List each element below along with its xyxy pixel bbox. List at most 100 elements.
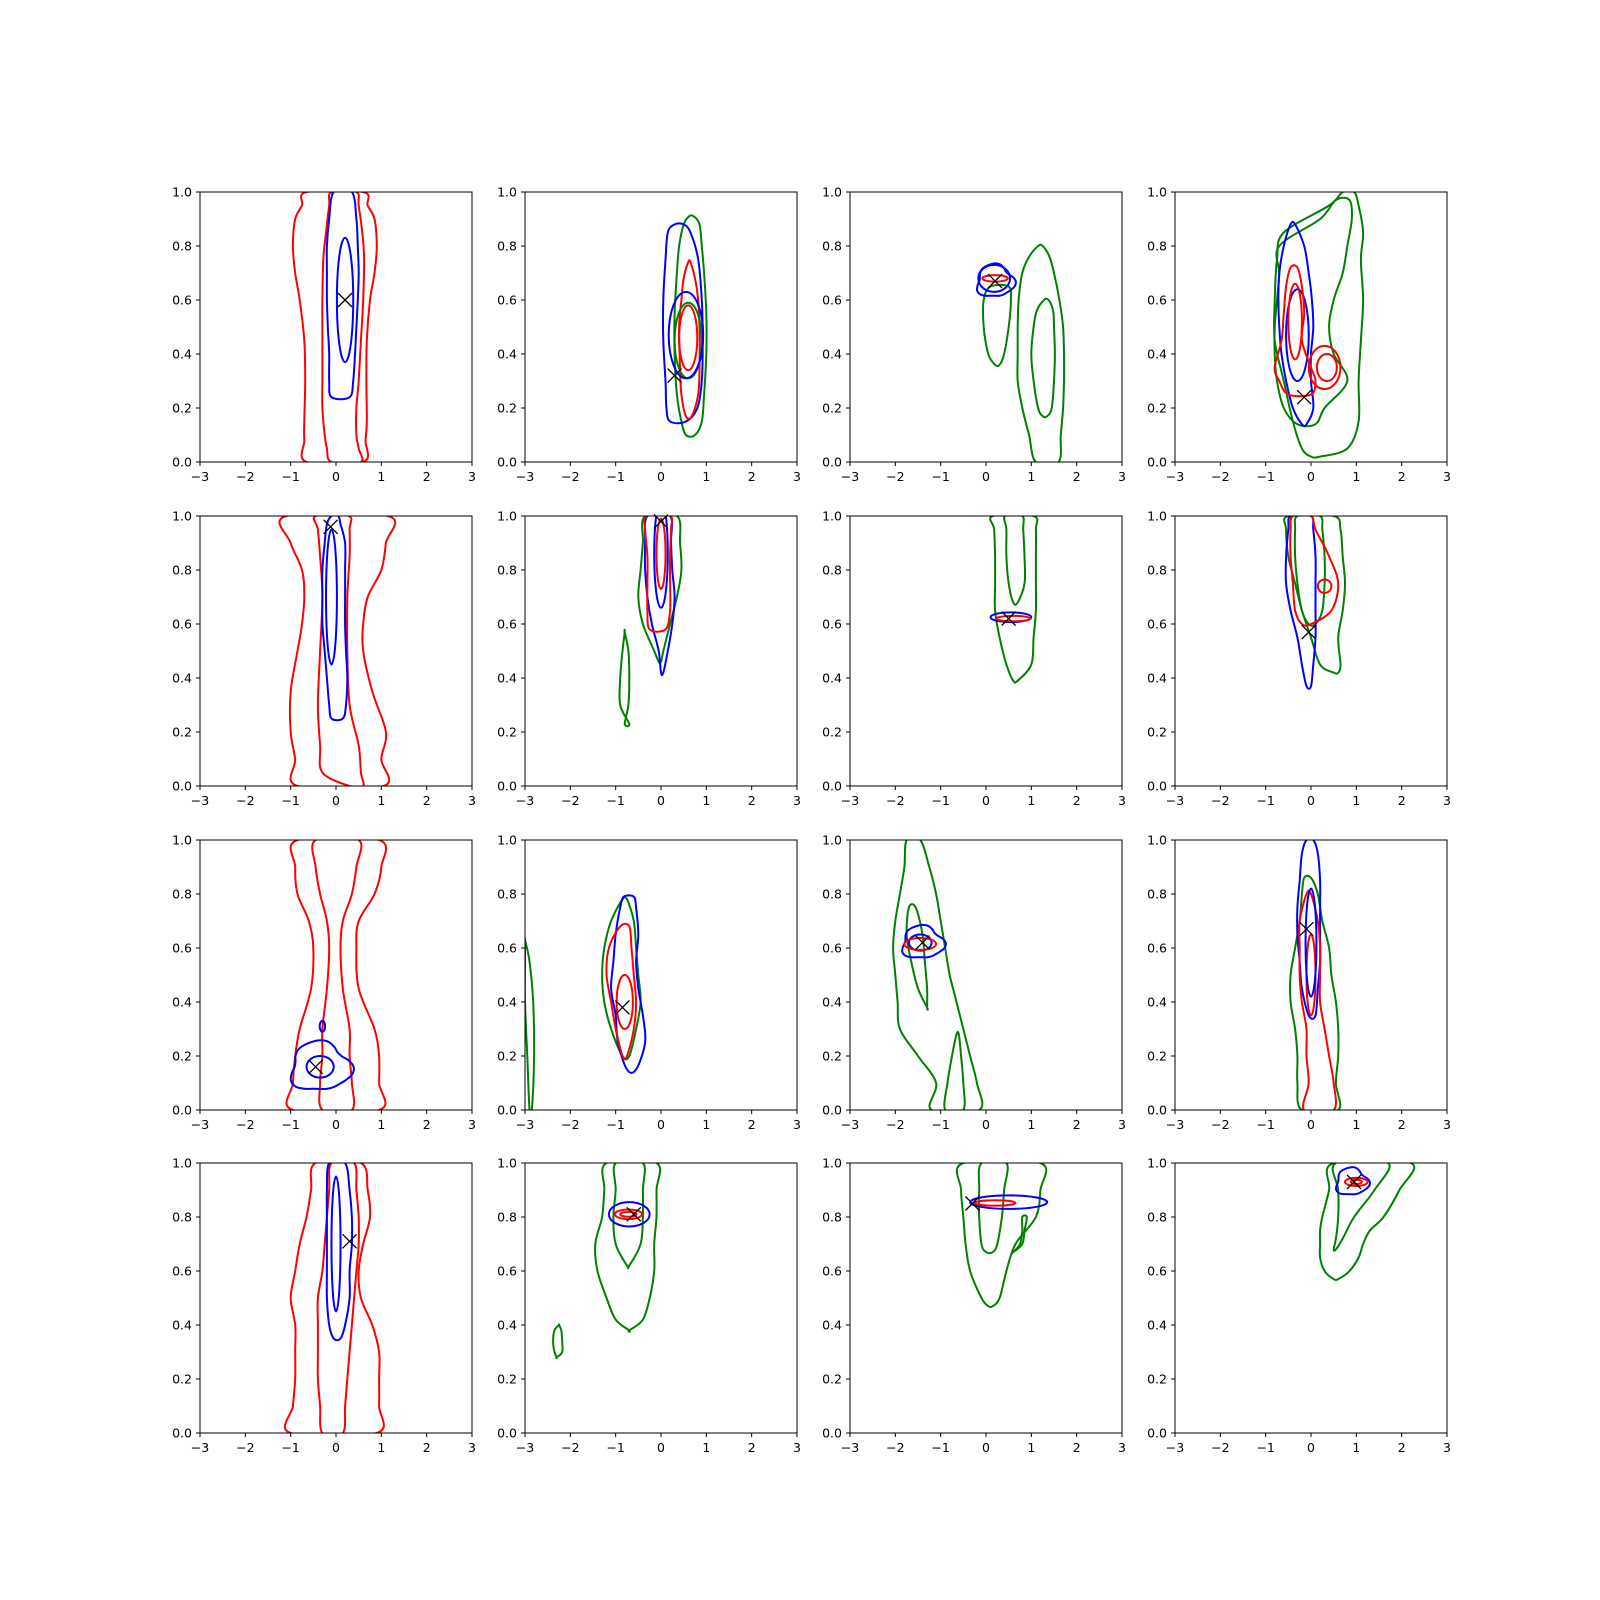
contour-green-1 <box>601 895 642 1061</box>
x-tick-label: 0 <box>332 1117 340 1132</box>
plot-area <box>1318 1163 1416 1282</box>
x-tick-label: 3 <box>1443 793 1451 808</box>
y-tick-label: 0.8 <box>1147 887 1167 902</box>
x-tick-label: 2 <box>748 1440 756 1455</box>
x-marker <box>653 513 669 529</box>
x-tick-label: 0 <box>657 793 665 808</box>
y-tick-label: 1.0 <box>172 1156 192 1171</box>
y-tick-label: 0.6 <box>1147 1264 1167 1279</box>
y-tick-label: 1.0 <box>172 833 192 848</box>
x-tick-label: −1 <box>606 1117 624 1132</box>
y-tick-label: 0.4 <box>497 347 517 362</box>
x-tick-label: −1 <box>1256 793 1274 808</box>
x-tick-label: 2 <box>1398 793 1406 808</box>
y-tick-label: 0.6 <box>1147 293 1167 308</box>
y-tick-label: 0.4 <box>1147 1318 1167 1333</box>
x-tick-label: −2 <box>886 1117 904 1132</box>
x-tick-label: −1 <box>1256 1440 1274 1455</box>
y-tick-label: 0.2 <box>822 1049 842 1064</box>
y-tick-label: 0.8 <box>497 563 517 578</box>
contour-blue-3 <box>325 528 338 666</box>
x-tick-label: 3 <box>468 469 476 484</box>
x-tick-label: −2 <box>1211 1440 1229 1455</box>
y-tick-label: 0.2 <box>172 725 192 740</box>
y-tick-label: 0.6 <box>1147 617 1167 632</box>
y-tick-label: 0.8 <box>1147 239 1167 254</box>
y-tick-label: 0.6 <box>172 617 192 632</box>
y-tick-label: 0.0 <box>1147 1103 1167 1118</box>
x-tick-label: 3 <box>468 1440 476 1455</box>
y-tick-label: 0.4 <box>172 347 192 362</box>
contour-green-0 <box>552 1323 564 1360</box>
contour-red-3 <box>994 614 1032 623</box>
contour-green-0 <box>1318 1163 1416 1282</box>
x-tick-label: 1 <box>702 1117 710 1132</box>
x-tick-label: −1 <box>281 793 299 808</box>
x-tick-label: 0 <box>1307 469 1315 484</box>
plot-area <box>662 214 708 438</box>
y-tick-label: 1.0 <box>1147 185 1167 200</box>
x-tick-label: −2 <box>886 793 904 808</box>
y-tick-label: 0.0 <box>172 1426 192 1441</box>
subplot-3-3: −3 −2 −1 0 1 2 3 0.0 0.2 0.4 0.6 0.8 1.0 <box>822 833 1126 1133</box>
x-tick-label: −2 <box>236 1440 254 1455</box>
x-tick-label: 2 <box>1073 1440 1081 1455</box>
x-tick-label: −2 <box>561 469 579 484</box>
x-tick-label: −2 <box>886 469 904 484</box>
x-tick-label: −1 <box>281 1117 299 1132</box>
contour-red-1 <box>316 1163 360 1433</box>
y-tick-label: 0.0 <box>1147 779 1167 794</box>
contour-red-5 <box>1307 344 1342 391</box>
contour-blue-1 <box>662 222 704 425</box>
contour-red-3 <box>643 516 674 633</box>
x-tick-label: −3 <box>841 1440 859 1455</box>
x-tick-label: −3 <box>191 1440 209 1455</box>
y-tick-label: 1.0 <box>822 1156 842 1171</box>
contour-blue-2 <box>289 1039 355 1091</box>
x-tick-label: 1 <box>377 793 385 808</box>
x-tick-label: 0 <box>657 469 665 484</box>
y-tick-label: 0.0 <box>822 455 842 470</box>
y-tick-label: 0.8 <box>497 239 517 254</box>
x-marker <box>342 1233 358 1249</box>
x-tick-label: 1 <box>702 793 710 808</box>
y-tick-label: 0.2 <box>172 401 192 416</box>
y-tick-label: 0.6 <box>497 293 517 308</box>
y-tick-label: 0.8 <box>172 1210 192 1225</box>
y-tick-label: 0.2 <box>1147 725 1167 740</box>
x-marker <box>987 273 1003 289</box>
contour-green-0 <box>955 1163 1048 1309</box>
y-tick-label: 0.8 <box>172 563 192 578</box>
x-tick-label: 2 <box>1073 793 1081 808</box>
contour-red-1 <box>311 840 363 1110</box>
x-tick-label: −2 <box>1211 469 1229 484</box>
contour-blue-3 <box>305 1055 335 1079</box>
contour-green-0 <box>618 628 631 728</box>
contour-red-0 <box>278 516 397 786</box>
x-tick-label: −3 <box>191 1117 209 1132</box>
x-tick-label: 2 <box>423 1440 431 1455</box>
x-tick-label: −1 <box>931 469 949 484</box>
contour-blue-2 <box>1334 1166 1371 1196</box>
contour-blue-3 <box>335 236 355 364</box>
contour-blue-3 <box>607 1201 651 1228</box>
contour-red-1 <box>321 192 366 462</box>
plot-area <box>892 840 984 1110</box>
y-tick-label: 1.0 <box>497 833 517 848</box>
x-marker <box>337 292 353 308</box>
plot-area <box>989 516 1039 684</box>
contour-blue-4 <box>977 263 1012 293</box>
x-tick-label: 1 <box>1027 469 1035 484</box>
x-tick-label: 1 <box>1352 1440 1360 1455</box>
plot-area <box>525 894 647 1110</box>
y-tick-label: 0.6 <box>497 617 517 632</box>
x-tick-label: −3 <box>1166 1440 1184 1455</box>
x-tick-label: 1 <box>1027 1440 1035 1455</box>
contour-blue-3 <box>1285 288 1310 383</box>
x-tick-label: −1 <box>931 1117 949 1132</box>
subplot-4-2: −3 −2 −1 0 1 2 3 0.0 0.2 0.4 0.6 0.8 1.0 <box>497 1156 801 1456</box>
contour-blue-2 <box>325 1163 354 1342</box>
x-tick-label: −3 <box>841 1117 859 1132</box>
y-tick-label: 0.6 <box>172 293 192 308</box>
y-tick-label: 0.2 <box>497 401 517 416</box>
